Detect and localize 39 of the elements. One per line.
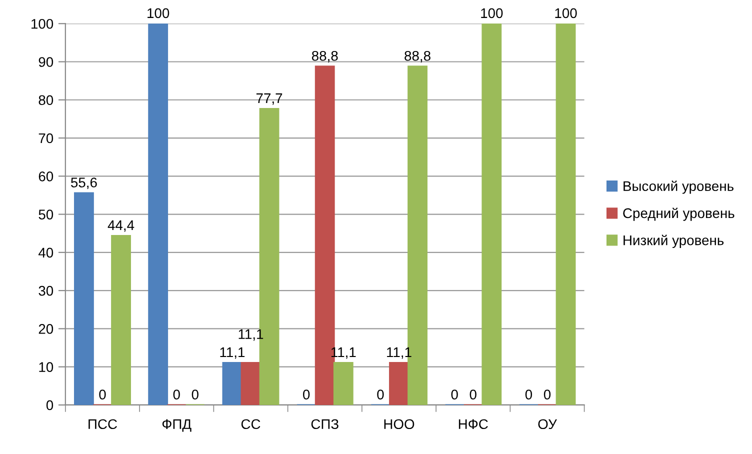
x-tick-label: ФПД: [162, 419, 192, 432]
data-label: 100: [481, 8, 503, 18]
data-label: 0: [173, 390, 180, 400]
x-tick-label: СС: [241, 419, 260, 430]
data-label: 0: [99, 390, 106, 400]
y-tick-label: 0: [46, 400, 54, 410]
legend-label: Средний уровень: [623, 208, 734, 221]
y-tick-label: 40: [38, 248, 54, 258]
data-label: 88,8: [404, 50, 430, 62]
data-label: 44,4: [108, 220, 134, 232]
y-tick-label: 30: [38, 286, 54, 296]
data-label: 0: [470, 390, 476, 400]
data-label: 0: [192, 390, 198, 400]
data-label: 0: [544, 390, 551, 400]
data-label: 0: [451, 390, 458, 400]
y-tick-label: 50: [38, 210, 54, 220]
x-tick-label: СПЗ: [311, 419, 338, 430]
y-tick-label: 100: [32, 18, 54, 29]
x-tick-label: НФС: [458, 419, 488, 430]
data-label: 88,8: [312, 50, 338, 62]
x-tick-label: НОО: [384, 419, 414, 430]
legend-label: Низкий уровень: [624, 234, 724, 248]
data-label: 0: [377, 390, 384, 400]
x-tick-label: ПСС: [88, 419, 117, 430]
data-label: 100: [555, 8, 577, 18]
x-tick-label: ОУ: [538, 419, 557, 430]
y-tick-label: 20: [38, 324, 54, 334]
data-label: 77,7: [256, 93, 282, 105]
y-tick-label: 70: [38, 133, 54, 144]
data-label: 0: [303, 390, 310, 400]
y-tick-label: 60: [38, 171, 54, 182]
y-tick-label: 10: [39, 362, 54, 372]
data-label: 55,6: [70, 178, 97, 190]
legend-label: Высокий уровень: [624, 180, 734, 194]
y-tick-label: 90: [38, 57, 54, 67]
data-label: 0: [525, 390, 532, 400]
data-label: 100: [148, 8, 170, 18]
data-label: 11,1: [220, 347, 245, 359]
y-tick-label: 80: [38, 95, 54, 106]
